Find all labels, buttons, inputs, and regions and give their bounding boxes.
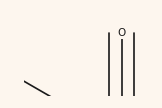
Text: O: O [118, 28, 126, 38]
